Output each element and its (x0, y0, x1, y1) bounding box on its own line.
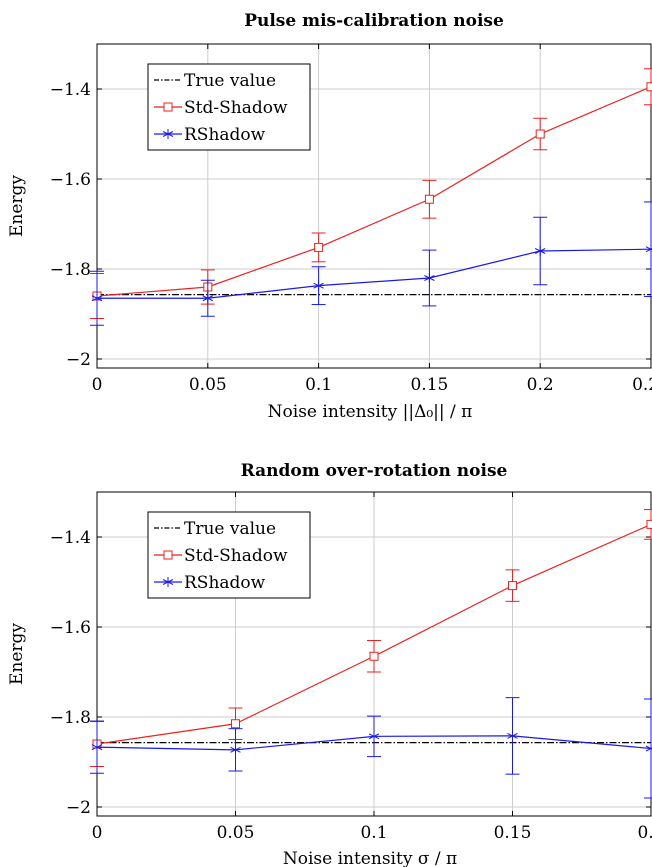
data-point (369, 651, 379, 661)
data-point (368, 731, 380, 742)
series-line (97, 248, 652, 299)
star-stroke (91, 744, 103, 751)
star-stroke (645, 248, 652, 253)
y-tick-label: −1.8 (50, 708, 91, 728)
data-point (230, 744, 241, 755)
data-point (645, 244, 652, 255)
series-line (96, 86, 652, 297)
legend-marker (163, 550, 173, 560)
star-stroke (645, 747, 652, 752)
legend-label: True value (184, 519, 276, 539)
y-axis-label: Energy (7, 175, 27, 237)
star-stroke (162, 131, 174, 137)
data-point (91, 742, 103, 753)
data-point (313, 280, 324, 291)
legend-label: Std-Shadow (184, 98, 288, 118)
x-tick-label: 0.2 (527, 375, 554, 395)
star-stroke (230, 746, 241, 753)
data-point (535, 129, 545, 139)
star-stroke (91, 295, 103, 302)
y-tick-label: −1.6 (50, 618, 91, 638)
x-tick-label: 0.1 (360, 823, 387, 843)
legend-label: True value (184, 71, 276, 91)
legend-label: RShadow (184, 573, 266, 593)
data-point (507, 730, 518, 741)
chart-panel-1: Pulse mis-calibration noise 0 0.05 0.1 0.15 0… (7, 11, 652, 422)
y-tick-label: −1.4 (50, 80, 91, 100)
legend-marker (162, 129, 174, 139)
data-point (534, 246, 546, 256)
star-stroke (313, 282, 324, 289)
data-point (424, 273, 435, 283)
legend-marker (162, 577, 174, 587)
y-tick-label: −2 (66, 350, 91, 370)
star-stroke (368, 733, 380, 740)
x-tick-label: 0.1 (305, 375, 332, 395)
x-tick-label: 0 (92, 823, 103, 843)
data-point (508, 581, 517, 591)
data-point (91, 293, 103, 304)
x-tick-label: 0.25 (632, 375, 652, 395)
y-tick-label: −1.8 (50, 260, 91, 280)
star-stroke (162, 579, 174, 585)
x-tick-label: 0.05 (217, 823, 255, 843)
star-stroke (202, 295, 214, 302)
chart-panel-2: Random over-rotation noise 0 0.05 0.1 0.15 0.… (7, 461, 652, 867)
x-axis-label: Noise intensity σ / π (283, 849, 457, 867)
x-axis-label: Noise intensity ||Δ₀|| / π (268, 402, 473, 422)
x-tick-label: 0.15 (494, 823, 532, 843)
x-tick-label: 0.2 (637, 823, 652, 843)
y-tick-label: −1.6 (50, 170, 91, 190)
legend: True value Std-Shadow RShadow (147, 63, 311, 151)
legend-label: Std-Shadow (184, 546, 288, 566)
data-point (314, 242, 324, 252)
legend-marker (163, 102, 173, 112)
data-point (646, 519, 652, 529)
data-point (645, 743, 652, 754)
series-rshadow (90, 697, 652, 799)
star-stroke (507, 732, 518, 739)
data-point (424, 194, 434, 204)
y-tick-label: −1.4 (50, 528, 91, 548)
legend: True value Std-Shadow RShadow (147, 511, 311, 599)
data-point (231, 719, 240, 729)
legend-label: RShadow (184, 125, 266, 145)
star-stroke (534, 248, 546, 254)
y-axis-label: Energy (7, 623, 27, 685)
x-tick-label: 0.05 (189, 375, 227, 395)
series-rshadow (90, 201, 652, 326)
x-tick-label: 0 (92, 375, 103, 395)
y-tick-label: −2 (66, 798, 91, 818)
chart-title: Random over-rotation noise (241, 461, 508, 481)
x-tick-label: 0.15 (410, 375, 448, 395)
data-point (646, 82, 652, 92)
star-stroke (424, 275, 435, 281)
data-point (202, 293, 214, 304)
chart-title: Pulse mis-calibration noise (244, 11, 504, 31)
